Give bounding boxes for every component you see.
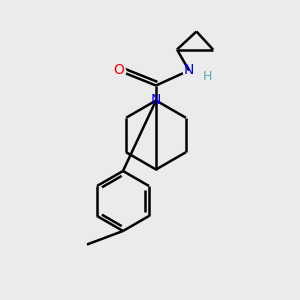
Text: N: N xyxy=(151,94,161,107)
Text: H: H xyxy=(202,70,212,83)
Text: O: O xyxy=(113,64,124,77)
Text: N: N xyxy=(184,64,194,77)
